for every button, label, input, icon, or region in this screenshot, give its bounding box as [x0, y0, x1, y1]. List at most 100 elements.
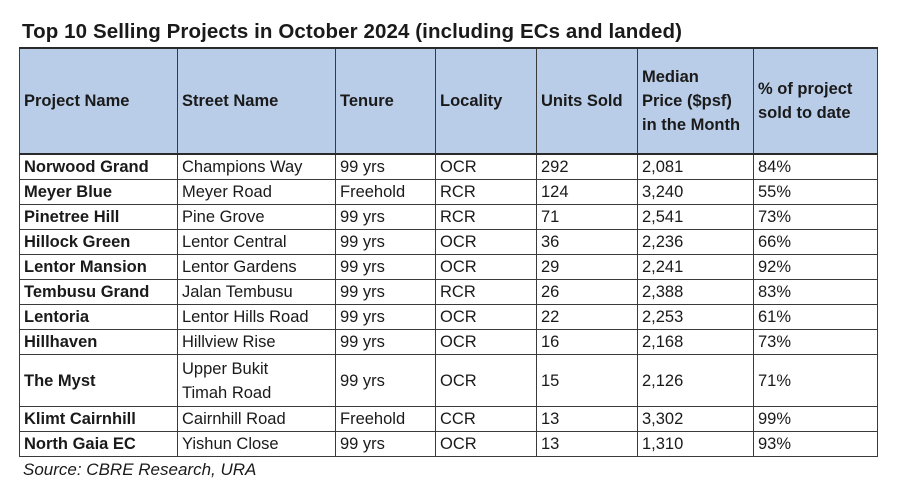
table-row: The Myst Upper Bukit Timah Road 99 yrs O…	[19, 354, 878, 407]
cell-locality: CCR	[435, 406, 537, 432]
cell-project: North Gaia EC	[19, 431, 178, 457]
cell-street: Pine Grove	[177, 204, 336, 230]
cell-units: 13	[536, 406, 638, 432]
cell-pct: 83%	[753, 279, 878, 305]
cell-project: Lentor Mansion	[19, 254, 178, 280]
cell-street: Jalan Tembusu	[177, 279, 336, 305]
cell-locality: OCR	[435, 329, 537, 355]
table-row: Klimt Cairnhill Cairnhill Road Freehold …	[19, 406, 878, 432]
table-row: Pinetree Hill Pine Grove 99 yrs RCR 71 2…	[19, 204, 878, 230]
header-street-name: Street Name	[177, 47, 336, 155]
cell-project: Klimt Cairnhill	[19, 406, 178, 432]
table-row: Lentor Mansion Lentor Gardens 99 yrs OCR…	[19, 254, 878, 280]
cell-units: 71	[536, 204, 638, 230]
cell-units: 16	[536, 329, 638, 355]
header-units-sold: Units Sold	[536, 47, 638, 155]
header-median-line3: in the Month	[642, 116, 741, 134]
cell-locality: OCR	[435, 431, 537, 457]
cell-street: Hillview Rise	[177, 329, 336, 355]
cell-locality: OCR	[435, 229, 537, 255]
header-median-price: Median Price ($psf) in the Month	[637, 47, 754, 155]
cell-units: 15	[536, 354, 638, 407]
header-median-line1: Median	[642, 68, 699, 86]
cell-street: Upper Bukit Timah Road	[177, 354, 336, 407]
cell-project: Meyer Blue	[19, 179, 178, 205]
cell-street: Lentor Central	[177, 229, 336, 255]
cell-tenure: 99 yrs	[335, 431, 436, 457]
table-title: Top 10 Selling Projects in October 2024 …	[22, 20, 683, 43]
cell-units: 292	[536, 153, 638, 180]
cell-price: 1,310	[637, 431, 754, 457]
header-tenure: Tenure	[335, 47, 436, 155]
cell-project: Hillhaven	[19, 329, 178, 355]
cell-tenure: 99 yrs	[335, 354, 436, 407]
cell-street-line1: Upper Bukit	[182, 359, 269, 378]
cell-locality: RCR	[435, 279, 537, 305]
cell-pct: 55%	[753, 179, 878, 205]
cell-locality: RCR	[435, 179, 537, 205]
cell-price: 2,081	[637, 153, 754, 180]
cell-locality: RCR	[435, 204, 537, 230]
cell-project: Hillock Green	[19, 229, 178, 255]
cell-tenure: 99 yrs	[335, 153, 436, 180]
cell-units: 22	[536, 304, 638, 330]
header-pct-line1: % of project	[758, 80, 853, 98]
cell-tenure: 99 yrs	[335, 254, 436, 280]
cell-locality: OCR	[435, 153, 537, 180]
header-pct-sold: % of project sold to date	[753, 47, 878, 155]
cell-street: Yishun Close	[177, 431, 336, 457]
cell-tenure: 99 yrs	[335, 229, 436, 255]
source-note: Source: CBRE Research, URA	[23, 460, 257, 479]
cell-street: Champions Way	[177, 153, 336, 180]
cell-price: 2,241	[637, 254, 754, 280]
cell-project: Pinetree Hill	[19, 204, 178, 230]
cell-locality: OCR	[435, 254, 537, 280]
cell-tenure: 99 yrs	[335, 304, 436, 330]
cell-pct: 61%	[753, 304, 878, 330]
header-row: Project Name Street Name Tenure Locality…	[19, 47, 878, 155]
cell-pct: 73%	[753, 329, 878, 355]
cell-units: 36	[536, 229, 638, 255]
header-locality: Locality	[435, 47, 537, 155]
cell-price: 3,240	[637, 179, 754, 205]
table-row: Hillock Green Lentor Central 99 yrs OCR …	[19, 229, 878, 255]
cell-price: 2,126	[637, 354, 754, 407]
cell-price: 2,541	[637, 204, 754, 230]
cell-price: 2,168	[637, 329, 754, 355]
header-median-line2: Price ($psf)	[642, 92, 732, 110]
cell-pct: 92%	[753, 254, 878, 280]
cell-project: Tembusu Grand	[19, 279, 178, 305]
table-row: Hillhaven Hillview Rise 99 yrs OCR 16 2,…	[19, 329, 878, 355]
cell-price: 2,253	[637, 304, 754, 330]
cell-units: 13	[536, 431, 638, 457]
table-row: Tembusu Grand Jalan Tembusu 99 yrs RCR 2…	[19, 279, 878, 305]
cell-units: 29	[536, 254, 638, 280]
cell-street: Meyer Road	[177, 179, 336, 205]
cell-units: 26	[536, 279, 638, 305]
cell-project: Lentoria	[19, 304, 178, 330]
cell-street: Lentor Hills Road	[177, 304, 336, 330]
table-row: Lentoria Lentor Hills Road 99 yrs OCR 22…	[19, 304, 878, 330]
cell-project: Norwood Grand	[19, 153, 178, 180]
cell-project: The Myst	[19, 354, 178, 407]
cell-price: 2,388	[637, 279, 754, 305]
table-row: Meyer Blue Meyer Road Freehold RCR 124 3…	[19, 179, 878, 205]
cell-pct: 93%	[753, 431, 878, 457]
cell-pct: 84%	[753, 153, 878, 180]
table-row: North Gaia EC Yishun Close 99 yrs OCR 13…	[19, 431, 878, 457]
cell-units: 124	[536, 179, 638, 205]
cell-pct: 66%	[753, 229, 878, 255]
cell-street-line2: Timah Road	[182, 383, 272, 402]
cell-locality: OCR	[435, 354, 537, 407]
cell-tenure: 99 yrs	[335, 329, 436, 355]
cell-price: 3,302	[637, 406, 754, 432]
cell-price: 2,236	[637, 229, 754, 255]
cell-street: Lentor Gardens	[177, 254, 336, 280]
header-pct-line2: sold to date	[758, 104, 851, 122]
cell-pct: 73%	[753, 204, 878, 230]
table-row: Norwood Grand Champions Way 99 yrs OCR 2…	[19, 153, 878, 180]
cell-street: Cairnhill Road	[177, 406, 336, 432]
cell-tenure: 99 yrs	[335, 279, 436, 305]
cell-locality: OCR	[435, 304, 537, 330]
cell-pct: 99%	[753, 406, 878, 432]
